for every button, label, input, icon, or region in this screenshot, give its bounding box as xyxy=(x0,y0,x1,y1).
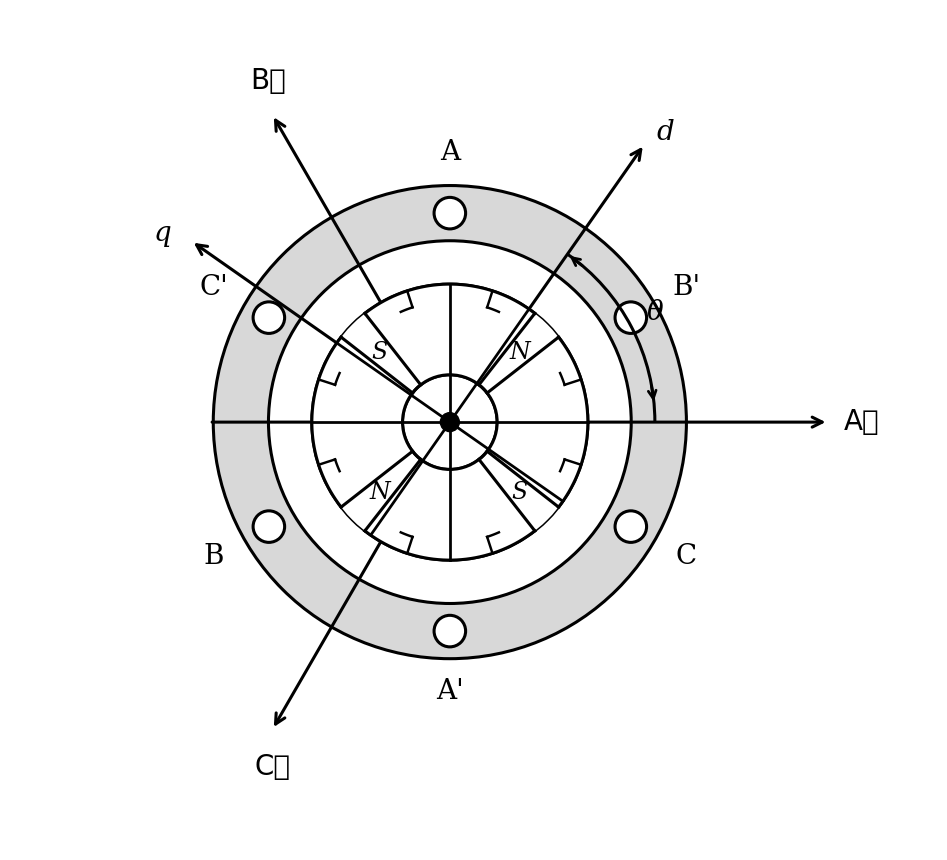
Text: B: B xyxy=(204,544,223,570)
Text: A': A' xyxy=(436,679,464,705)
Circle shape xyxy=(402,375,497,470)
Text: N: N xyxy=(369,481,390,504)
Text: N: N xyxy=(509,341,530,364)
Circle shape xyxy=(615,511,647,543)
Circle shape xyxy=(268,241,632,604)
Text: B': B' xyxy=(672,273,700,301)
Text: q: q xyxy=(154,220,171,247)
Text: d: d xyxy=(656,119,674,146)
Circle shape xyxy=(253,511,285,543)
Polygon shape xyxy=(487,337,588,507)
Circle shape xyxy=(253,302,285,334)
Text: θ: θ xyxy=(647,299,664,327)
Polygon shape xyxy=(312,337,413,507)
Text: A轴: A轴 xyxy=(844,408,880,436)
Circle shape xyxy=(440,413,459,432)
Circle shape xyxy=(312,284,588,560)
Circle shape xyxy=(312,284,588,560)
Text: C: C xyxy=(675,544,697,570)
Circle shape xyxy=(434,615,466,647)
Polygon shape xyxy=(365,459,535,560)
Text: C轴: C轴 xyxy=(255,753,291,781)
Text: C': C' xyxy=(199,273,228,301)
Circle shape xyxy=(615,302,647,334)
Text: B轴: B轴 xyxy=(251,67,286,95)
Circle shape xyxy=(434,197,466,229)
Circle shape xyxy=(213,186,687,659)
Text: A: A xyxy=(439,139,460,166)
Text: S: S xyxy=(372,341,388,364)
Text: S: S xyxy=(511,481,527,504)
Polygon shape xyxy=(365,284,535,384)
